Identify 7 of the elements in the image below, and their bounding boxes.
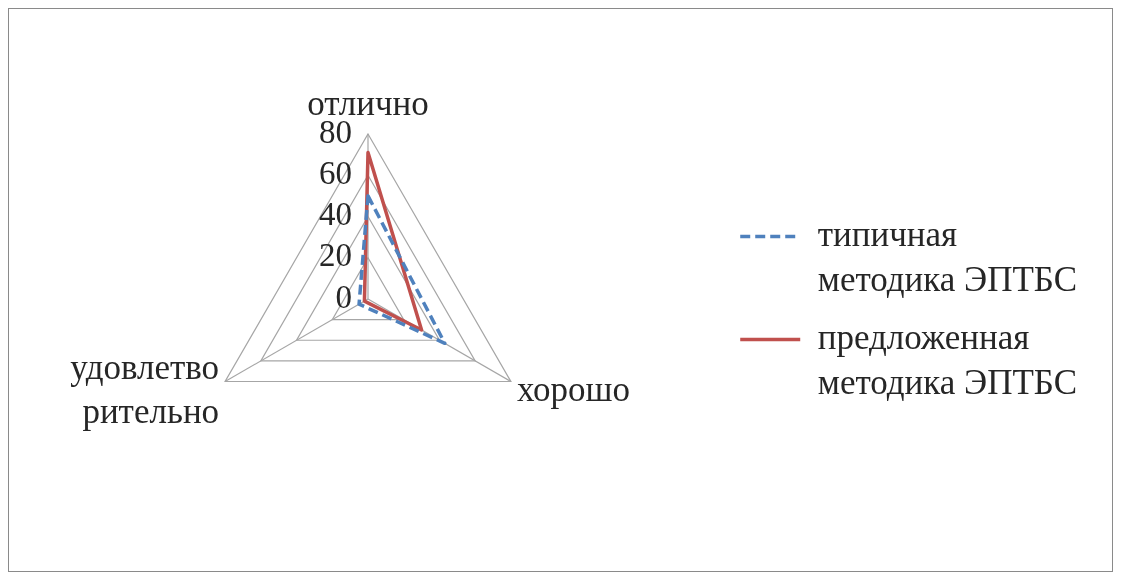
spoke-label: хорошо: [516, 369, 631, 409]
spoke-label: удовлетво рительно: [70, 347, 220, 431]
y-tick-label: 20: [319, 237, 352, 274]
y-tick-label: 40: [319, 196, 352, 233]
legend-label: предложенная методика ЭПТБС: [817, 317, 1078, 403]
y-tick-label: 60: [319, 154, 352, 191]
y-tick-label: 0: [335, 278, 352, 315]
